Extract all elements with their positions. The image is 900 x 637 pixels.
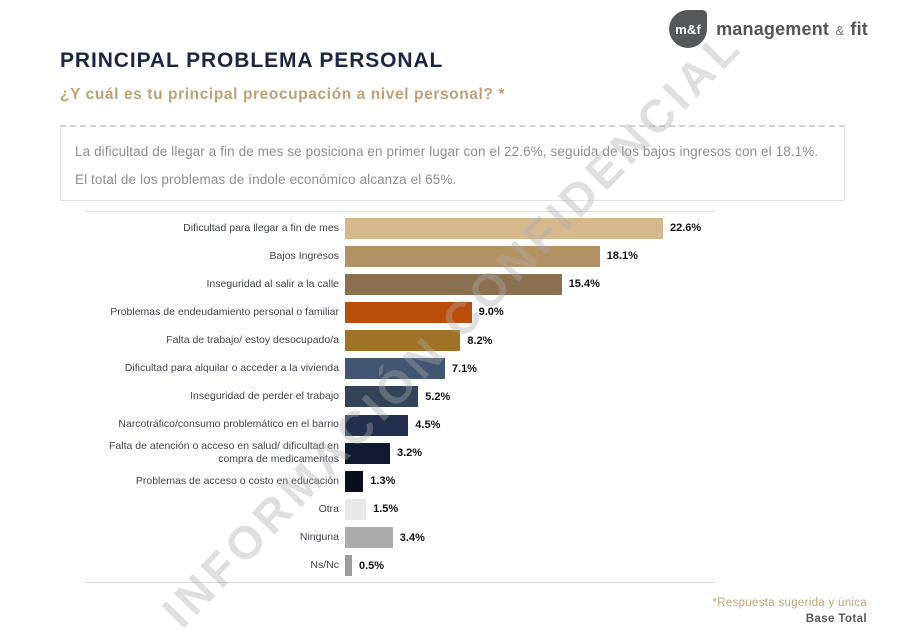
chart-row: Falta de trabajo/ estoy desocupado/a 8.2% — [85, 327, 715, 355]
bar-area: 15.4% — [345, 273, 715, 295]
bar — [345, 245, 600, 267]
logo-word-management: management — [716, 18, 830, 39]
category-label: Dificultad para llegar a fin de mes — [183, 221, 339, 234]
category-label: Ns/Nc — [310, 559, 339, 572]
bar-area: 3.4% — [345, 527, 715, 549]
bar-chart: Dificultad para llegar a fin de mes 22.6%… — [85, 211, 715, 583]
value-label: 3.4% — [399, 531, 425, 544]
bar-area: 1.5% — [345, 498, 715, 520]
chart-row: Inseguridad al salir a la calle 15.4% — [85, 270, 715, 298]
bar — [345, 273, 562, 295]
bar — [345, 330, 461, 352]
chart-row: Otra 1.5% — [85, 495, 715, 523]
logo-ampersand: & — [835, 22, 845, 38]
chart-row: Falta de atención o acceso en salud/ dif… — [85, 439, 715, 467]
bar — [345, 414, 409, 436]
value-label: 9.0% — [478, 306, 504, 319]
category-label: Falta de trabajo/ estoy desocupado/a — [166, 334, 339, 347]
value-label: 1.5% — [373, 503, 399, 516]
bar-area: 22.6% — [345, 217, 715, 239]
logo-wordmark: management & fit — [716, 19, 868, 40]
category-label: Bajos Ingresos — [269, 249, 339, 262]
bar — [345, 527, 393, 549]
value-label: 22.6% — [670, 222, 702, 235]
base-total-label: Base Total — [805, 613, 867, 625]
category-label: Otra — [318, 502, 339, 515]
value-label: 0.5% — [359, 559, 385, 572]
category-label: Dificultad para alquilar o acceder a la … — [124, 362, 339, 375]
chart-row: Problemas de endeudamiento personal o fa… — [85, 298, 715, 326]
summary-box: La dificultad de llegar a fin de mes se … — [60, 125, 845, 201]
value-label: 5.2% — [425, 390, 451, 403]
bar — [345, 301, 472, 323]
bar-area: 9.0% — [345, 301, 715, 323]
bar — [345, 358, 445, 380]
bar-area: 8.2% — [345, 330, 715, 352]
bar — [345, 217, 663, 239]
value-label: 8.2% — [467, 334, 493, 347]
chart-row: Dificultad para alquilar o acceder a la … — [85, 355, 715, 383]
bar-area: 0.5% — [345, 555, 715, 577]
bar-area: 18.1% — [345, 245, 715, 267]
bar-area: 3.2% — [345, 442, 715, 464]
value-label: 18.1% — [606, 250, 638, 263]
bar-area: 5.2% — [345, 386, 715, 408]
chart-row: Ns/Nc 0.5% — [85, 552, 715, 580]
bar — [345, 498, 367, 520]
value-label: 3.2% — [397, 447, 423, 460]
bar-area: 4.5% — [345, 414, 715, 436]
value-label: 1.3% — [370, 475, 396, 488]
category-label: Problemas de endeudamiento personal o fa… — [110, 305, 339, 318]
value-label: 7.1% — [451, 362, 477, 375]
summary-line-1: La dificultad de llegar a fin de mes se … — [75, 144, 819, 159]
value-label: 15.4% — [568, 278, 600, 291]
bar-area: 7.1% — [345, 358, 715, 380]
chart-row: Inseguridad de perder el trabajo 5.2% — [85, 383, 715, 411]
logo-mark-text: m&f — [675, 21, 702, 37]
category-label: Ninguna — [299, 531, 339, 544]
chart-row: Dificultad para llegar a fin de mes 22.6% — [85, 214, 715, 242]
category-label: Inseguridad de perder el trabajo — [190, 390, 339, 403]
page-subtitle: ¿Y cuál es tu principal preocupación a n… — [60, 86, 506, 103]
category-label: Narcotráfico/consumo problemático en el … — [118, 418, 339, 431]
value-label: 4.5% — [415, 419, 441, 432]
category-label: Inseguridad al salir a la calle — [206, 277, 340, 290]
chart-row: Ninguna 3.4% — [85, 524, 715, 552]
bar — [345, 386, 419, 408]
chart-row: Narcotráfico/consumo problemático en el … — [85, 411, 715, 439]
bar-area: 1.3% — [345, 470, 715, 492]
bar — [345, 470, 364, 492]
category-label: Problemas de acceso o costo en educación — [135, 474, 339, 487]
logo: m&f management & fit — [669, 10, 868, 48]
bar — [345, 555, 352, 577]
category-label: Falta de atención o acceso en salud/ dif… — [109, 440, 339, 466]
chart-row: Bajos Ingresos 18.1% — [85, 242, 715, 270]
logo-word-fit: fit — [850, 18, 868, 39]
bar — [345, 442, 390, 464]
footnote: *Respuesta sugerida y única — [712, 597, 867, 609]
page-title: PRINCIPAL PROBLEMA PERSONAL — [60, 49, 444, 72]
chart-row: Problemas de acceso o costo en educación… — [85, 467, 715, 495]
summary-line-2: El total de los problemas de índole econ… — [75, 171, 457, 187]
mf-logo-icon: m&f — [669, 10, 708, 48]
